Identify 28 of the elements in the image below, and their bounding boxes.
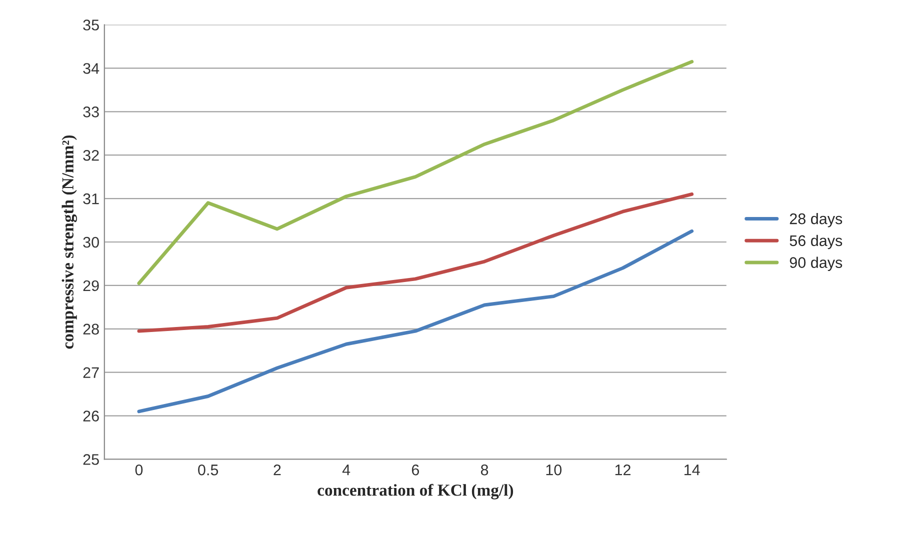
y-tick-label: 31 xyxy=(83,193,99,204)
y-tick-label: 25 xyxy=(83,454,99,465)
y-tick-label: 27 xyxy=(83,367,99,378)
legend-label: 90 days xyxy=(790,256,842,271)
x-tick-label: 12 xyxy=(615,464,630,476)
y-tick-label: 35 xyxy=(83,20,99,30)
x-tick-label: 0.5 xyxy=(198,464,218,476)
x-tick-label: 6 xyxy=(412,464,419,476)
x-tick-label: 14 xyxy=(684,464,700,476)
y-tick-label: 34 xyxy=(83,63,100,74)
x-axis-title: concentration of KCl (mg/l) xyxy=(318,484,514,500)
y-axis-title: compressive strength (N/mm²) xyxy=(62,135,78,349)
x-tick-label: 8 xyxy=(480,464,488,476)
y-tick-label: 28 xyxy=(83,324,99,335)
legend-label: 56 days xyxy=(790,234,842,250)
x-tick-label: 0 xyxy=(135,464,143,476)
y-tick-label: 29 xyxy=(83,280,99,292)
line-series xyxy=(137,192,694,333)
y-tick-label: 30 xyxy=(83,236,99,248)
y-tick-label: 32 xyxy=(83,150,99,161)
x-tick-label: 4 xyxy=(342,464,350,476)
legend-label: 28 days xyxy=(790,213,842,228)
line-series xyxy=(137,60,694,286)
x-tick-label: 2 xyxy=(274,464,281,476)
y-tick-label: 26 xyxy=(83,410,99,422)
y-tick-label: 33 xyxy=(83,106,99,118)
line-series xyxy=(137,229,694,414)
x-tick-label: 10 xyxy=(546,464,562,476)
